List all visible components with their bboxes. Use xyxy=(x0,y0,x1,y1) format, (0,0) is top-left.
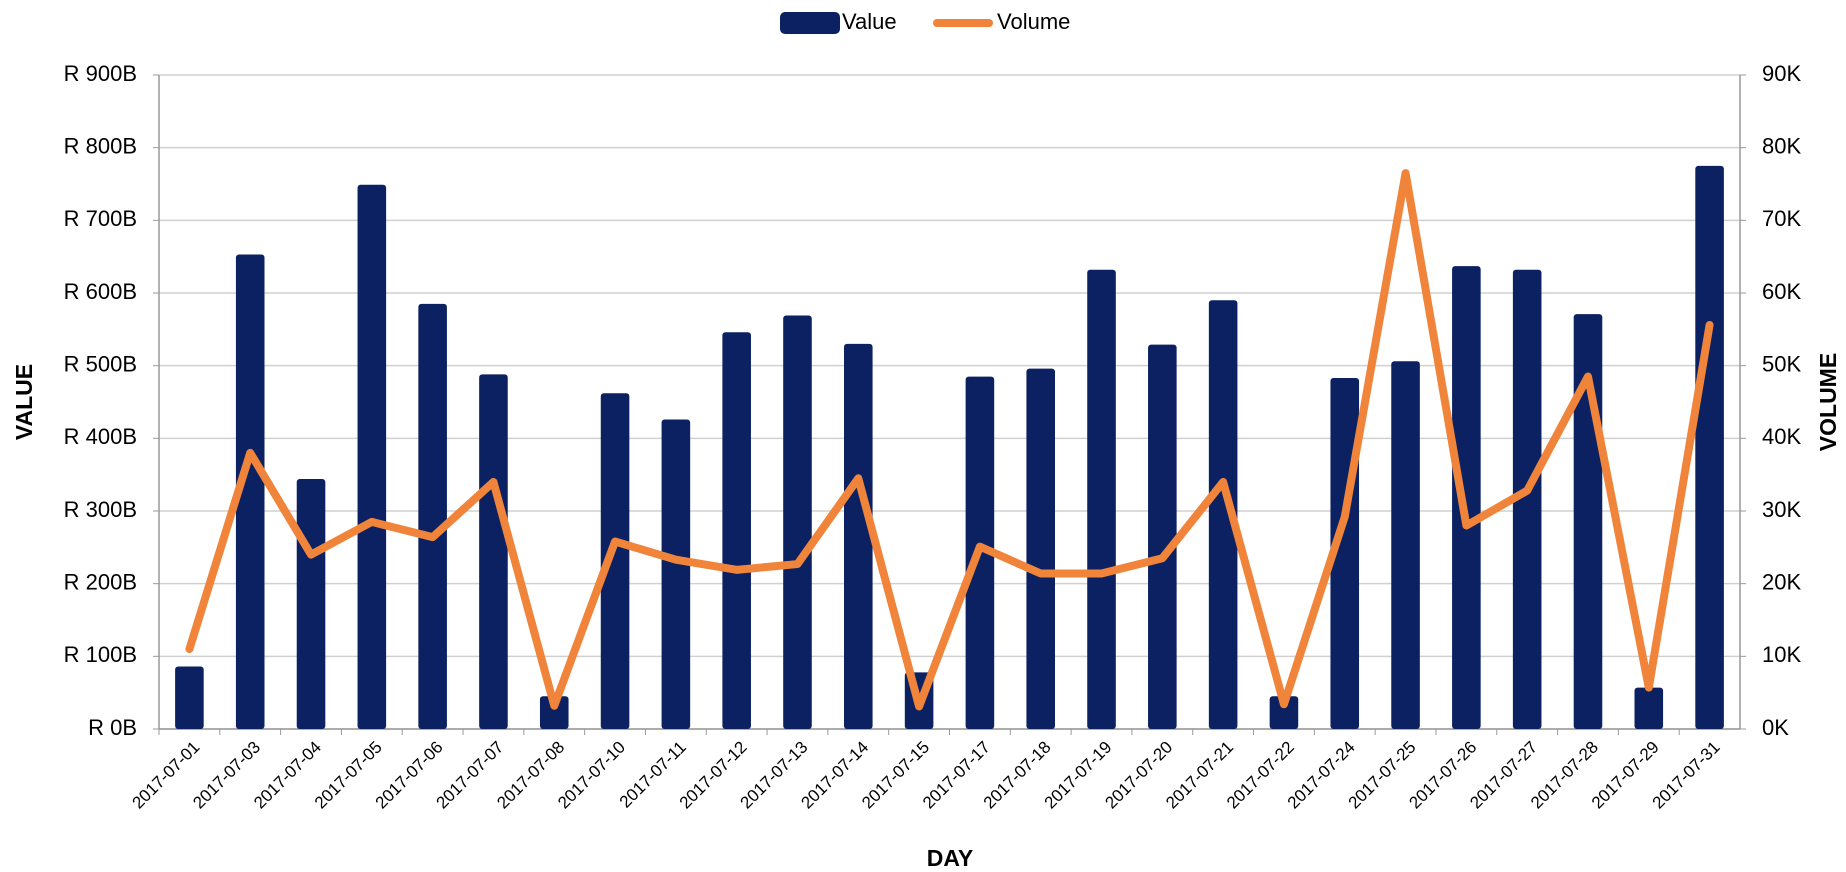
y-tick-label: R 500B xyxy=(64,351,137,376)
legend-label: Value xyxy=(842,9,897,34)
y2-tick-label: 60K xyxy=(1762,279,1801,304)
y2-tick-label: 70K xyxy=(1762,206,1801,231)
y-tick-label: R 0B xyxy=(88,715,137,740)
y-tick-label: R 200B xyxy=(64,569,137,594)
y2-tick-label: 20K xyxy=(1762,569,1801,594)
y-tick-label: R 600B xyxy=(64,279,137,304)
bar xyxy=(661,419,691,729)
bar xyxy=(1695,165,1724,730)
legend-swatch xyxy=(780,12,840,34)
bar xyxy=(1026,368,1056,729)
bar xyxy=(1087,269,1116,729)
y-tick-label: R 700B xyxy=(64,206,137,231)
bar xyxy=(1269,696,1299,729)
y2-tick-label: 10K xyxy=(1762,642,1801,667)
bar xyxy=(1634,687,1664,729)
bar xyxy=(296,479,326,729)
line xyxy=(185,169,1714,711)
bar xyxy=(418,303,447,729)
bar xyxy=(843,343,873,729)
bar xyxy=(1512,269,1542,729)
bar xyxy=(357,184,387,729)
bar xyxy=(1208,300,1238,729)
legend-label: Volume xyxy=(997,9,1070,34)
bar xyxy=(175,666,204,729)
bar xyxy=(600,393,630,729)
bar xyxy=(1391,361,1420,729)
y-tick-label: R 400B xyxy=(64,424,137,449)
y-tick-label: R 900B xyxy=(64,61,137,86)
y-tick-label: R 100B xyxy=(64,642,137,667)
bar xyxy=(479,374,508,729)
bar xyxy=(1452,266,1481,729)
bar xyxy=(235,254,265,729)
bar xyxy=(722,332,751,729)
bar xyxy=(539,696,569,729)
bar xyxy=(783,315,812,729)
y2-tick-label: 0K xyxy=(1762,715,1789,740)
y2-tick-label: 80K xyxy=(1762,133,1801,158)
y2-axis-title: VOLUME xyxy=(1815,353,1841,451)
y2-tick-label: 50K xyxy=(1762,351,1801,376)
y2-tick-label: 90K xyxy=(1762,61,1801,86)
y-tick-label: R 300B xyxy=(64,497,137,522)
y2-tick-label: 30K xyxy=(1762,497,1801,522)
x-axis-title: DAY xyxy=(927,845,973,871)
y2-tick-label: 40K xyxy=(1762,424,1801,449)
y-tick-label: R 800B xyxy=(64,133,137,158)
y-axis-title: VALUE xyxy=(11,364,37,440)
bar xyxy=(1148,344,1177,729)
